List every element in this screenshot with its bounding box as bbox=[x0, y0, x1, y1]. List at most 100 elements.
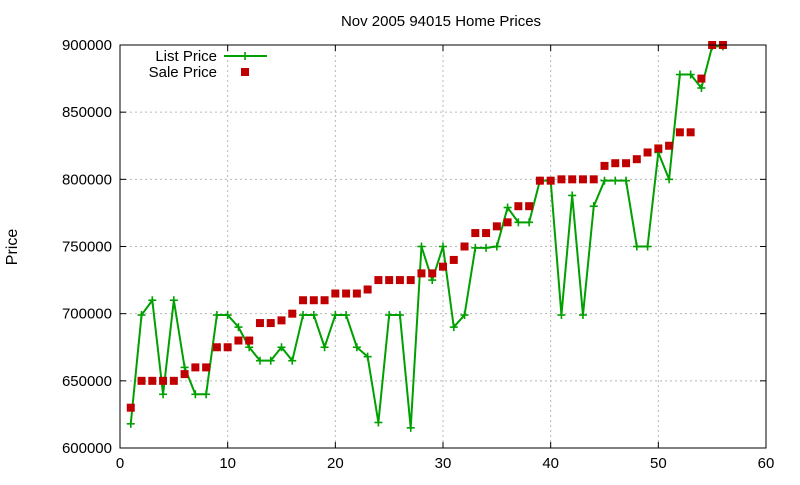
data-point-sale-price bbox=[654, 144, 663, 153]
data-point-list-price bbox=[255, 356, 264, 365]
y-tick-label: 800000 bbox=[62, 171, 112, 188]
x-tick-label: 40 bbox=[542, 455, 559, 472]
data-point-sale-price bbox=[557, 175, 566, 184]
data-point-sale-price bbox=[255, 319, 264, 328]
data-point-list-price bbox=[385, 311, 394, 320]
data-point-sale-price bbox=[632, 155, 641, 164]
data-point-sale-price bbox=[535, 176, 544, 185]
data-point-list-price bbox=[374, 418, 383, 427]
data-point-sale-price bbox=[223, 343, 232, 352]
data-point-sale-price bbox=[180, 370, 189, 379]
data-point-sale-price bbox=[503, 218, 512, 227]
data-point-sale-price bbox=[191, 363, 200, 372]
data-point-sale-price bbox=[589, 175, 598, 184]
data-point-list-price bbox=[492, 242, 501, 251]
data-point-sale-price bbox=[212, 343, 221, 352]
y-tick-label: 700000 bbox=[62, 306, 112, 323]
data-point-sale-price bbox=[266, 319, 275, 328]
data-point-sale-price bbox=[148, 376, 157, 385]
data-point-list-price bbox=[234, 323, 243, 332]
data-point-sale-price bbox=[568, 175, 577, 184]
data-point-sale-price bbox=[449, 255, 458, 264]
data-point-list-price bbox=[568, 191, 577, 200]
data-point-list-price bbox=[428, 276, 437, 285]
data-point-sale-price bbox=[395, 276, 404, 285]
data-point-list-price bbox=[578, 311, 587, 320]
data-point-list-price bbox=[245, 343, 254, 352]
axis-ticks: 600000 650000 700000 750000 800000 850000 9000… bbox=[62, 37, 774, 472]
data-point-list-price bbox=[557, 311, 566, 320]
y-tick-label: 600000 bbox=[62, 440, 112, 457]
data-point-sale-price bbox=[169, 376, 178, 385]
y-tick-label: 750000 bbox=[62, 239, 112, 256]
data-point-sale-price bbox=[525, 202, 534, 211]
data-point-list-price bbox=[137, 311, 146, 320]
data-point-sale-price bbox=[202, 363, 211, 372]
data-point-list-price bbox=[363, 352, 372, 361]
data-point-sale-price bbox=[514, 202, 523, 211]
plot-frame bbox=[119, 44, 767, 449]
data-point-sale-price bbox=[482, 229, 491, 238]
data-point-sale-price bbox=[600, 161, 609, 170]
data-point-sale-price bbox=[492, 222, 501, 231]
data-point-list-price bbox=[665, 175, 674, 184]
data-point-list-price bbox=[320, 343, 329, 352]
data-point-sale-price bbox=[309, 296, 318, 305]
data-point-list-price bbox=[697, 83, 706, 92]
data-point-list-price bbox=[417, 242, 426, 251]
data-point-sale-price bbox=[320, 296, 329, 305]
series-line-list-price bbox=[129, 45, 723, 428]
y-tick-label: 650000 bbox=[62, 373, 112, 390]
data-point-sale-price bbox=[665, 141, 674, 150]
data-point-sale-price bbox=[126, 403, 135, 412]
data-point-sale-price bbox=[428, 269, 437, 278]
data-point-list-price bbox=[439, 242, 447, 251]
y-tick-label: 900000 bbox=[62, 37, 112, 54]
data-point-sale-price bbox=[374, 276, 383, 285]
data-point-list-price bbox=[675, 70, 684, 79]
series-list-price bbox=[126, 42, 727, 432]
data-point-list-price bbox=[525, 218, 534, 227]
data-point-list-price bbox=[406, 423, 415, 432]
data-point-sale-price bbox=[234, 336, 243, 345]
data-point-list-price bbox=[482, 243, 491, 252]
data-point-sale-price bbox=[385, 276, 394, 285]
data-point-list-price bbox=[331, 311, 340, 320]
legend: List Price Sale Price bbox=[149, 48, 267, 81]
data-point-sale-price bbox=[159, 376, 168, 385]
data-point-sale-price bbox=[288, 309, 297, 318]
legend-label-list-price: List Price bbox=[155, 48, 217, 65]
data-point-list-price bbox=[589, 202, 598, 211]
data-point-list-price bbox=[632, 242, 641, 251]
data-point-sale-price bbox=[643, 148, 652, 157]
data-point-list-price bbox=[686, 70, 695, 79]
data-point-sale-price bbox=[406, 276, 415, 285]
data-point-sale-price bbox=[331, 289, 340, 298]
data-point-list-price bbox=[352, 343, 361, 352]
data-point-sale-price bbox=[342, 289, 351, 298]
data-point-list-price bbox=[180, 363, 189, 372]
x-tick-label: 10 bbox=[219, 455, 236, 472]
data-point-list-price bbox=[471, 243, 480, 252]
data-point-list-price bbox=[611, 176, 620, 185]
legend-label-sale-price: Sale Price bbox=[149, 64, 217, 81]
data-point-list-price bbox=[148, 296, 157, 305]
data-point-sale-price bbox=[697, 74, 706, 83]
data-point-list-price bbox=[126, 419, 135, 428]
data-point-sale-price bbox=[471, 229, 480, 238]
series-sale-price bbox=[126, 41, 727, 412]
x-tick-label: 60 bbox=[758, 455, 775, 472]
series bbox=[126, 41, 727, 432]
data-point-sale-price bbox=[686, 128, 695, 137]
data-point-list-price bbox=[600, 176, 609, 185]
y-axis-label: Price bbox=[4, 229, 21, 266]
data-point-sale-price bbox=[352, 289, 361, 298]
x-tick-label: 30 bbox=[435, 455, 452, 472]
data-point-sale-price bbox=[611, 159, 620, 168]
data-point-sale-price bbox=[578, 175, 587, 184]
chart-title: Nov 2005 94015 Home Prices bbox=[341, 13, 541, 30]
data-point-list-price bbox=[309, 311, 318, 320]
data-point-sale-price bbox=[137, 376, 146, 385]
